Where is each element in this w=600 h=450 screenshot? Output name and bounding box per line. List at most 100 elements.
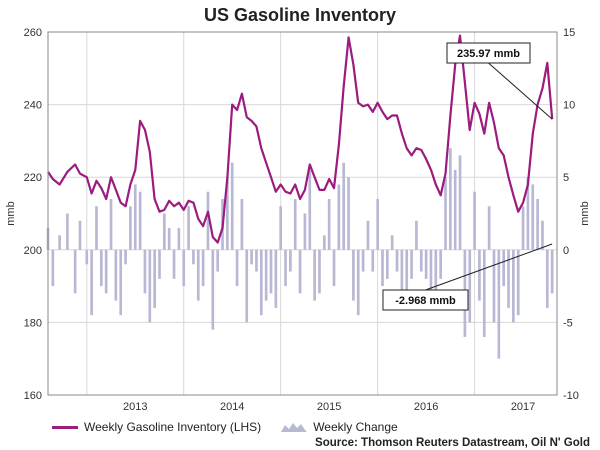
- weekly-change-bar: [531, 184, 535, 250]
- weekly-change-bar: [536, 198, 539, 250]
- weekly-change-bar: [322, 235, 326, 250]
- annotation-label-inventory: 235.97 mmb: [457, 48, 520, 60]
- weekly-change-bar: [492, 249, 496, 323]
- y-left-axis-label: mmb: [5, 201, 17, 225]
- plot-frame: [47, 31, 558, 396]
- weekly-change-bar: [230, 162, 234, 250]
- weekly-change-bar: [487, 206, 491, 250]
- weekly-change-bar: [550, 249, 554, 294]
- annotation-box-inventory: [446, 42, 531, 64]
- weekly-change-bar: [526, 177, 530, 250]
- y-left-tick-label: 180: [24, 317, 42, 329]
- annotation-leader-change: [425, 243, 553, 291]
- weekly-change-bar: [109, 198, 113, 250]
- weekly-change-bar: [497, 249, 501, 359]
- y-right-tick-label: 5: [563, 172, 569, 184]
- weekly-change-bar: [143, 249, 147, 294]
- weekly-change-bar: [216, 249, 219, 272]
- y-right-tick-label: 15: [563, 27, 575, 39]
- weekly-change-bar: [347, 177, 350, 250]
- weekly-change-bar: [298, 249, 302, 294]
- weekly-change-bar: [308, 169, 312, 250]
- weekly-change-bar: [58, 235, 61, 250]
- weekly-change-bar: [250, 249, 253, 265]
- weekly-change-bar: [356, 249, 360, 316]
- annotation-label-change: -2.968 mmb: [395, 295, 456, 307]
- weekly-change-bar: [410, 249, 413, 279]
- weekly-change-bar: [415, 220, 418, 250]
- weekly-change-bar: [284, 249, 287, 287]
- weekly-change-bar: [73, 249, 77, 294]
- x-tick-label: 2015: [317, 401, 341, 413]
- weekly-change-bar: [95, 206, 98, 250]
- annotations: 235.97 mmb -2.968 mmb: [382, 42, 553, 311]
- inventory-series: [47, 34, 554, 244]
- weekly-change-bar: [386, 249, 389, 279]
- weekly-change-bar: [453, 169, 457, 250]
- weekly-change-bar: [376, 198, 379, 250]
- weekly-change-bar: [502, 249, 506, 287]
- weekly-change-bar: [449, 148, 452, 250]
- legend-label-weekly-change: Weekly Change: [313, 420, 398, 434]
- weekly-change-bar: [240, 198, 244, 250]
- legend-label-inventory: Weekly Gasoline Inventory (LHS): [84, 420, 262, 434]
- weekly-change-bar: [545, 249, 549, 308]
- y-left-tick-label: 220: [24, 172, 42, 184]
- weekly-change-bar: [381, 249, 384, 287]
- weekly-change-bar: [516, 249, 520, 316]
- legend-item-inventory: Weekly Gasoline Inventory (LHS): [52, 420, 261, 434]
- weekly-change-bar: [289, 249, 292, 272]
- weekly-change-bar: [507, 249, 510, 308]
- weekly-change-bar: [85, 249, 89, 265]
- weekly-change-bar: [163, 213, 166, 250]
- weekly-change-bar: [395, 249, 399, 272]
- weekly-change-bar: [405, 249, 409, 294]
- weekly-change-bar: [521, 206, 525, 250]
- weekly-change-bar: [226, 177, 229, 250]
- weekly-change-bar: [177, 228, 181, 250]
- weekly-change-bar: [172, 249, 176, 279]
- annotation-box-change: [382, 289, 469, 311]
- weekly-change-bar: [78, 220, 82, 250]
- y-right-tick-label: -5: [563, 317, 573, 329]
- legend-swatch-weekly-change: [281, 423, 308, 432]
- weekly-change-bar: [473, 191, 476, 250]
- weekly-change-bar: [206, 191, 210, 250]
- weekly-change-bar: [313, 249, 316, 301]
- weekly-change-bar: [235, 249, 239, 287]
- weekly-change-bar: [153, 249, 156, 308]
- weekly-change-bar: [303, 213, 307, 250]
- weekly-change-bar: [148, 249, 152, 323]
- weekly-change-bar: [293, 198, 297, 250]
- weekly-change-bar: [419, 249, 423, 272]
- y-right-tick-label: 0: [563, 245, 569, 257]
- x-tick-label: 2013: [123, 401, 147, 413]
- weekly-change-bar: [269, 249, 273, 294]
- weekly-change-bar: [133, 184, 137, 250]
- legend-swatch-inventory: [52, 425, 78, 429]
- y-left-tick-label: 240: [24, 100, 42, 112]
- weekly-change-bar: [192, 249, 195, 265]
- weekly-change-bar: [124, 249, 127, 265]
- weekly-change-bar: [361, 249, 365, 272]
- weekly-change-bar: [337, 184, 341, 250]
- y-left-tick-label: 260: [24, 27, 42, 39]
- weekly-change-bar: [318, 249, 321, 294]
- axes: 160 180 200 220 240 260 -10 -5 0 5 10 15 2013 2014 201…: [5, 27, 591, 413]
- weekly-change-bar: [458, 155, 462, 250]
- weekly-change-bar: [196, 249, 200, 301]
- weekly-change-bar: [66, 213, 69, 250]
- gridlines: [48, 31, 557, 396]
- weekly-change-bar: [352, 249, 355, 301]
- weekly-change-bar: [541, 220, 544, 250]
- chart-title: US Gasoline Inventory: [203, 5, 397, 25]
- inventory-line: [47, 34, 554, 244]
- weekly-change-bar: [366, 220, 370, 250]
- weekly-change-bar: [129, 206, 132, 250]
- source-note: Source: Thomson Reuters Datastream, Oil …: [315, 437, 590, 449]
- weekly-change-bar: [90, 249, 93, 316]
- weekly-change-bar: [99, 249, 103, 287]
- weekly-change-bar: [400, 249, 404, 301]
- weekly-change-bar: [371, 249, 375, 272]
